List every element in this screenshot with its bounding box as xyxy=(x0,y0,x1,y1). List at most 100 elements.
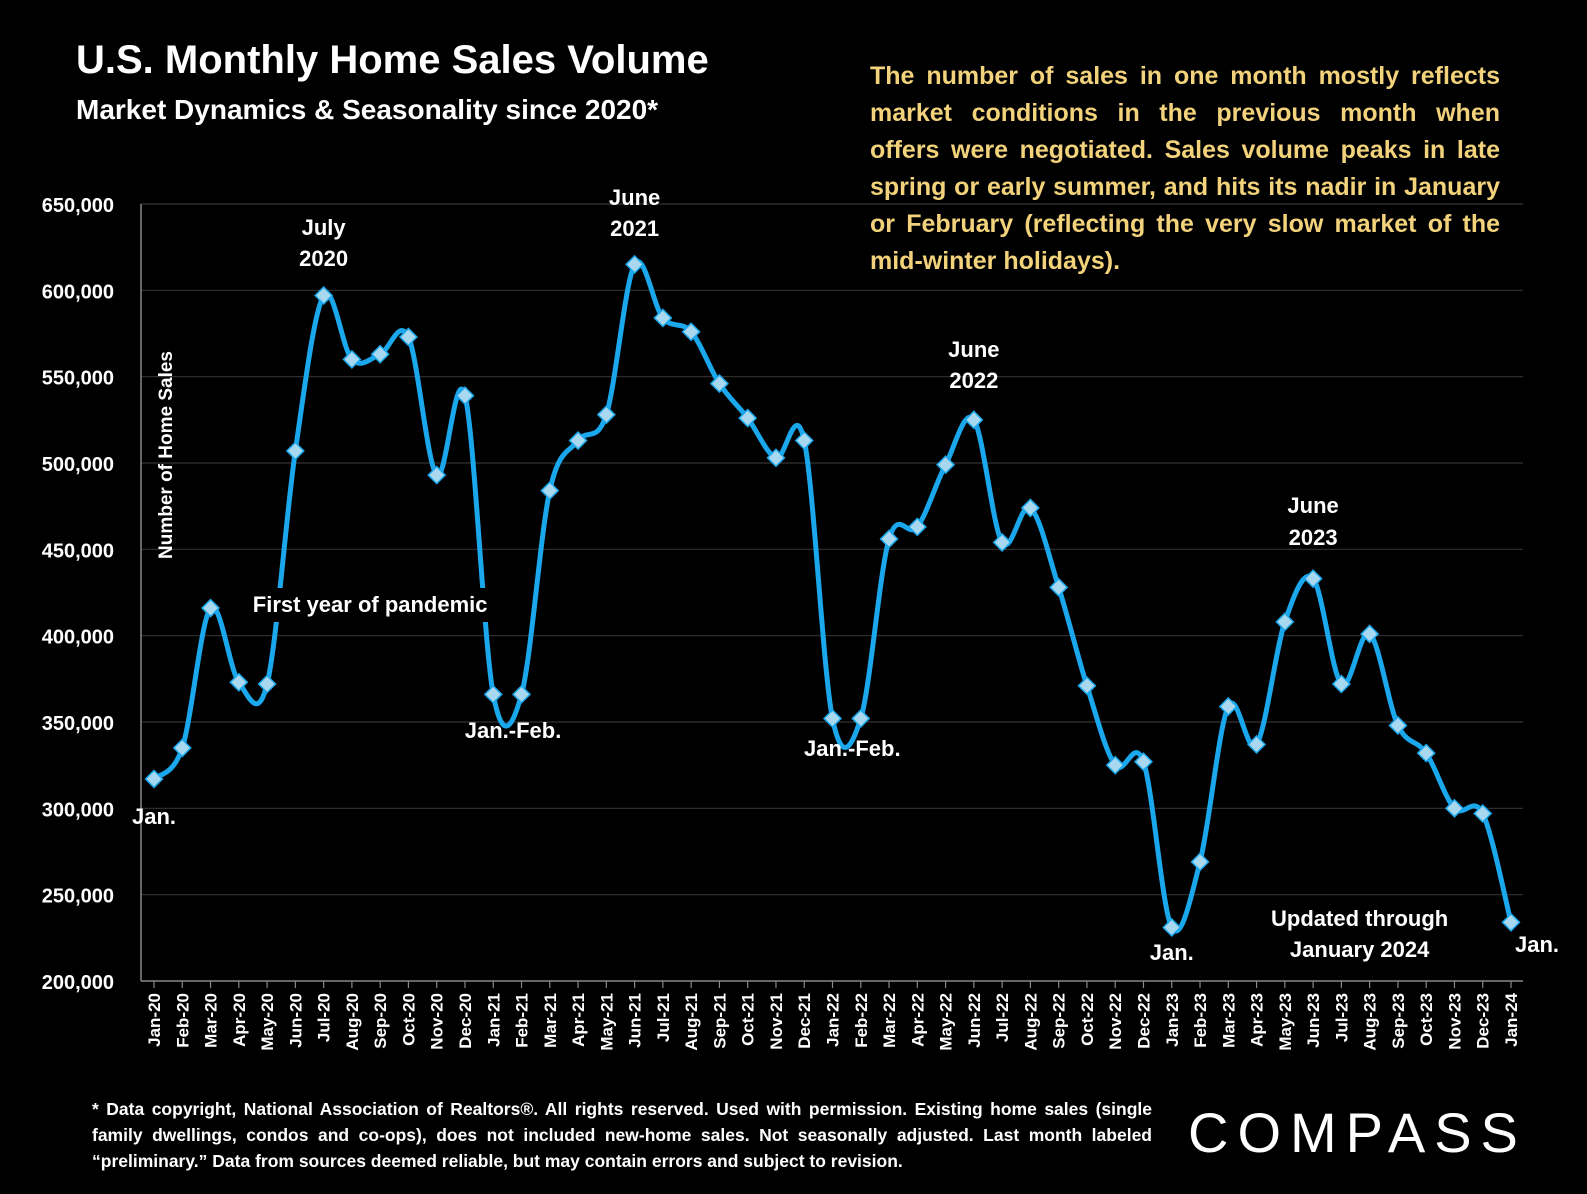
x-tick-label: Apr-23 xyxy=(1248,993,1267,1047)
annotation-label: June xyxy=(948,337,999,362)
y-tick-label: 600,000 xyxy=(42,281,114,303)
x-tick-label: Jul-22 xyxy=(993,993,1012,1042)
data-point xyxy=(1218,696,1238,717)
x-tick-label: Dec-22 xyxy=(1134,993,1153,1049)
x-tick-label: Oct-22 xyxy=(1078,993,1097,1046)
data-point xyxy=(257,674,277,694)
data-point xyxy=(342,349,362,369)
x-tick-label: Apr-20 xyxy=(230,993,249,1047)
annotation-label: 2023 xyxy=(1289,525,1338,550)
chart-title: U.S. Monthly Home Sales Volume xyxy=(76,38,709,82)
x-tick-label: Sep-22 xyxy=(1050,993,1069,1049)
data-point xyxy=(427,465,447,485)
data-point xyxy=(200,598,221,618)
chart-subtitle: Market Dynamics & Seasonality since 2020… xyxy=(76,94,659,125)
data-point xyxy=(1077,676,1097,696)
x-tick-label: Aug-20 xyxy=(343,993,362,1051)
data-point xyxy=(511,684,532,704)
x-tick-label: Dec-20 xyxy=(456,993,475,1049)
data-point xyxy=(1247,734,1267,754)
data-point xyxy=(172,738,192,758)
data-point xyxy=(1275,612,1295,632)
data-point xyxy=(1473,803,1493,824)
x-tick-label: Dec-23 xyxy=(1474,993,1493,1049)
y-tick-label: 450,000 xyxy=(42,540,114,562)
x-tick-label: Nov-20 xyxy=(428,993,447,1050)
y-tick-label: 300,000 xyxy=(42,799,114,821)
x-tick-label: Jul-20 xyxy=(315,993,334,1042)
data-point xyxy=(455,386,475,406)
data-point xyxy=(1416,743,1436,763)
annotation-label: June xyxy=(609,185,660,210)
annotation-label: January 2024 xyxy=(1290,937,1430,962)
y-axis-label: Number of Home Sales xyxy=(156,351,177,559)
annotation-label: 2021 xyxy=(610,216,659,241)
data-point xyxy=(1190,852,1210,872)
x-tick-label: Aug-22 xyxy=(1021,993,1040,1051)
data-point xyxy=(398,327,418,347)
annotation-label: Jan.-Feb. xyxy=(465,718,562,743)
annotation-label: 2022 xyxy=(949,368,998,393)
compass-logo: COMPASS xyxy=(1188,1101,1527,1164)
data-markers xyxy=(144,254,1521,938)
annotation-backdrop xyxy=(242,588,499,622)
x-tick-label: Jul-21 xyxy=(654,993,673,1042)
y-tick-label: 350,000 xyxy=(42,713,114,735)
x-tick-label: Jun-22 xyxy=(965,993,984,1048)
x-tick-label: Sep-21 xyxy=(710,993,729,1049)
data-point xyxy=(229,672,249,692)
x-tick-label: Jun-20 xyxy=(286,993,305,1048)
data-point xyxy=(1105,755,1125,775)
x-tick-label: May-20 xyxy=(258,993,277,1051)
y-tick-label: 550,000 xyxy=(42,368,114,390)
data-point xyxy=(709,374,729,394)
x-tick-label: Feb-22 xyxy=(852,993,871,1048)
data-point xyxy=(596,405,616,425)
data-point xyxy=(681,322,701,342)
x-tick-label: Jan-22 xyxy=(824,993,843,1047)
y-tick-labels: 200,000 250,000 300,000 350,000 400,000 450,0… xyxy=(42,195,114,994)
data-point xyxy=(285,441,305,461)
x-tick-label: Apr-21 xyxy=(569,993,588,1047)
x-tick-label: May-22 xyxy=(937,993,956,1051)
data-point xyxy=(1331,674,1351,694)
data-point xyxy=(370,344,390,364)
x-tick-label: May-21 xyxy=(597,993,616,1051)
annotation-label: Jan. xyxy=(132,804,176,829)
x-tick-label: Feb-21 xyxy=(513,993,532,1048)
x-tick-label: Aug-23 xyxy=(1361,993,1380,1051)
annotations: Jan. July 2020 First year of pandemic Jan.-F… xyxy=(132,185,1559,965)
x-tick-label: Sep-23 xyxy=(1389,993,1408,1049)
data-point xyxy=(540,481,560,501)
data-point xyxy=(314,285,334,306)
x-tick-label: Mar-23 xyxy=(1219,993,1238,1048)
data-point xyxy=(794,431,814,451)
explanatory-note: The number of sales in one month mostly … xyxy=(870,62,1500,275)
y-tick-label: 650,000 xyxy=(42,195,114,217)
data-point xyxy=(1049,577,1069,597)
data-point xyxy=(1020,498,1040,518)
annotation-label: First year of pandemic xyxy=(253,592,488,617)
x-tick-label: Jan-24 xyxy=(1502,992,1521,1046)
data-point xyxy=(879,529,899,549)
x-tick-label: Nov-21 xyxy=(767,993,786,1050)
data-point xyxy=(568,431,588,451)
y-tick-label: 200,000 xyxy=(42,972,114,994)
x-tick-label: Jul-23 xyxy=(1332,993,1351,1042)
data-point xyxy=(907,517,927,537)
x-tick-label: Jan-20 xyxy=(145,993,164,1047)
x-tick-label: Mar-20 xyxy=(202,993,221,1048)
x-tick-label: Oct-20 xyxy=(399,993,418,1046)
data-point xyxy=(851,709,871,729)
x-tick-label: Feb-23 xyxy=(1191,993,1210,1048)
x-tick-label: Nov-22 xyxy=(1106,993,1125,1050)
data-point xyxy=(992,532,1012,552)
x-tick-labels: Jan-20 Feb-20 Mar-20 Apr-20 May-20 Jun-20 Jul-… xyxy=(145,992,1521,1050)
data-point xyxy=(144,769,164,789)
annotation-label: Updated through xyxy=(1271,906,1448,931)
annotation-label: 2020 xyxy=(299,246,348,271)
x-tick-label: Oct-23 xyxy=(1417,993,1436,1046)
footnote: * Data copyright, National Association o… xyxy=(92,1099,1152,1171)
annotation-label: Jan. xyxy=(1150,940,1194,965)
annotation-label: Jan.-Feb. xyxy=(804,736,901,761)
